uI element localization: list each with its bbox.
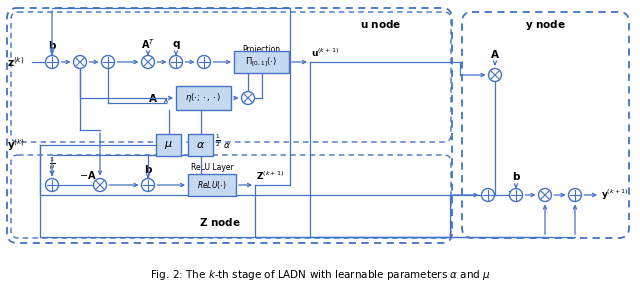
Text: $\mathbf{A}$: $\mathbf{A}$	[148, 92, 158, 104]
Text: $\mathbf{z}^{(k)}$: $\mathbf{z}^{(k)}$	[7, 55, 24, 69]
Text: $-$: $-$	[44, 54, 54, 64]
Text: $\mathbf{A}$: $\mathbf{A}$	[490, 48, 500, 60]
Circle shape	[509, 189, 522, 201]
Text: $\mathbf{Z}^{(k+1)}$: $\mathbf{Z}^{(k+1)}$	[256, 170, 284, 182]
Text: $\mathbf{A}^T$: $\mathbf{A}^T$	[141, 37, 155, 51]
FancyBboxPatch shape	[188, 174, 236, 196]
Text: Fig. 2: The $k$-th stage of LADN with learnable parameters $\alpha$ and $\mu$: Fig. 2: The $k$-th stage of LADN with le…	[150, 268, 490, 282]
Circle shape	[141, 178, 154, 192]
Text: $\frac{1}{\mu}$: $\frac{1}{\mu}$	[49, 155, 55, 171]
Text: $\Pi_{[0,1]}(\cdot)$: $\Pi_{[0,1]}(\cdot)$	[245, 56, 278, 69]
Text: $\mathbf{y}^{(k)}$: $\mathbf{y}^{(k)}$	[7, 137, 25, 153]
Text: ReLU Layer: ReLU Layer	[191, 163, 234, 172]
Text: $\mathbf{q}$: $\mathbf{q}$	[172, 39, 180, 51]
Text: $\eta(\cdot;\cdot,\cdot)$: $\eta(\cdot;\cdot,\cdot)$	[186, 91, 221, 105]
Circle shape	[538, 189, 552, 201]
Text: $\mathbf{u}^{(k+1)}$: $\mathbf{u}^{(k+1)}$	[311, 47, 339, 59]
Text: $\frac{1}{2}$: $\frac{1}{2}$	[215, 133, 221, 149]
Text: $\alpha$: $\alpha$	[223, 141, 231, 151]
Text: $ReLU(\cdot)$: $ReLU(\cdot)$	[197, 179, 227, 191]
Circle shape	[241, 91, 255, 105]
Circle shape	[102, 56, 115, 69]
Text: $\alpha$: $\alpha$	[196, 140, 205, 150]
Circle shape	[93, 178, 106, 192]
Circle shape	[481, 189, 495, 201]
Text: Projection: Projection	[243, 45, 280, 53]
Text: $\mathbf{u}$ node: $\mathbf{u}$ node	[360, 18, 401, 30]
Circle shape	[568, 189, 582, 201]
Text: $\mathbf{y}$ node: $\mathbf{y}$ node	[525, 18, 565, 32]
Text: $-\mathbf{A}$: $-\mathbf{A}$	[79, 169, 97, 181]
FancyBboxPatch shape	[188, 134, 213, 156]
Text: $\mathbf{Z}$ node: $\mathbf{Z}$ node	[199, 216, 241, 228]
Circle shape	[198, 56, 211, 69]
Circle shape	[45, 178, 58, 192]
FancyBboxPatch shape	[234, 51, 289, 73]
Circle shape	[74, 56, 86, 69]
Text: Layer: Layer	[251, 50, 272, 59]
Text: $\mathbf{b}$: $\mathbf{b}$	[143, 163, 152, 175]
Circle shape	[170, 56, 182, 69]
Circle shape	[141, 56, 154, 69]
Text: $\mu$: $\mu$	[164, 139, 173, 151]
Circle shape	[45, 56, 58, 69]
Text: $\mathbf{b}$: $\mathbf{b}$	[47, 39, 56, 51]
Circle shape	[488, 69, 502, 81]
FancyBboxPatch shape	[156, 134, 181, 156]
Text: $-$: $-$	[168, 54, 177, 64]
Text: $\mathbf{b}$: $\mathbf{b}$	[511, 170, 520, 182]
Text: $-$: $-$	[508, 185, 516, 195]
FancyBboxPatch shape	[176, 86, 231, 110]
Text: $\mathbf{y}^{(k+1)}$: $\mathbf{y}^{(k+1)}$	[601, 188, 628, 202]
